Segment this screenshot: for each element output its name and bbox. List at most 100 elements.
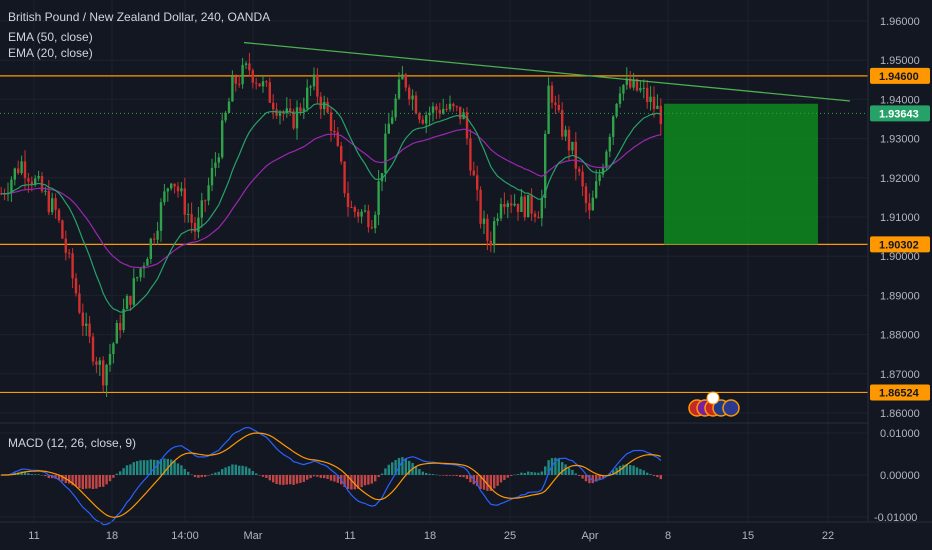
macd-histogram-bar <box>489 475 492 491</box>
candle-body <box>550 85 554 103</box>
candle-body <box>612 116 615 137</box>
macd-histogram-bar <box>285 475 288 485</box>
candle-body <box>496 218 499 222</box>
macd-histogram-bar <box>261 475 265 477</box>
candle-body <box>401 74 404 80</box>
price-axis[interactable]: 1.96000 1.95000 1.94000 1.93000 1.92000 1.910… <box>867 0 932 550</box>
candle-body <box>166 188 169 192</box>
candle-body <box>564 129 567 137</box>
macd-histogram-bar <box>431 474 435 475</box>
candle-body <box>425 115 428 124</box>
ema50-legend[interactable]: EMA (50, close) <box>8 30 93 44</box>
time-axis[interactable]: 11 18 14:00 Mar 11 18 25 Apr 8 15 22 <box>0 521 932 542</box>
macd-histogram-bar <box>47 475 50 479</box>
macd-histogram-bar <box>377 475 380 478</box>
macd-histogram-bar <box>244 466 248 475</box>
candle-body <box>476 175 479 190</box>
candle-body <box>176 186 180 192</box>
candle-body <box>27 178 30 182</box>
candle-body <box>513 203 516 206</box>
macd-histogram-bar <box>401 457 404 475</box>
macd-histogram-bar <box>139 460 142 475</box>
price-tick-label: 1.94000 <box>880 94 920 106</box>
ema20-legend[interactable]: EMA (20, close) <box>8 46 93 60</box>
macd-histogram-bar <box>34 474 37 475</box>
macd-histogram-bar <box>642 470 645 475</box>
macd-histogram-bar <box>214 472 217 475</box>
grid-lines <box>0 0 932 522</box>
macd-histogram-bar <box>312 475 316 477</box>
macd-histogram-bar <box>61 475 64 482</box>
candle-body <box>411 95 414 100</box>
macd-histogram-bar <box>343 475 346 488</box>
candle-body <box>146 258 149 266</box>
time-tick-label: 25 <box>504 530 516 542</box>
macd-histogram-bar <box>635 467 639 475</box>
macd-histogram-bar <box>445 475 448 476</box>
candle-body <box>530 194 533 214</box>
macd-histogram-bar <box>149 459 152 475</box>
macd-histogram-bar <box>197 475 200 478</box>
macd-histogram-bar <box>23 472 27 475</box>
candle-body <box>231 76 234 102</box>
price-tick-label: 1.93000 <box>880 134 920 146</box>
candle-body <box>265 81 268 83</box>
candle-body <box>163 191 166 203</box>
candle-body <box>193 222 197 232</box>
candle-body <box>129 295 132 305</box>
current-price-badge-bg <box>870 105 930 122</box>
level-badge: 1.90302 <box>879 239 919 251</box>
macd-histogram-bar <box>506 475 509 478</box>
candle-body <box>578 168 581 172</box>
candle-body <box>309 86 312 88</box>
macd-histogram-bar <box>326 475 329 479</box>
candle-body <box>57 209 61 221</box>
candle-body <box>445 108 448 110</box>
macd-histogram-bar <box>646 472 649 475</box>
macd-histogram-bar <box>57 475 61 480</box>
macd-histogram-bar <box>363 475 367 486</box>
candle-body <box>547 85 550 134</box>
macd-histogram-bar <box>204 475 207 477</box>
macd-histogram-bar <box>510 475 513 477</box>
macd-histogram-bar <box>496 475 499 486</box>
macd-histogram-bar <box>384 468 387 475</box>
candle-body <box>173 183 176 187</box>
macd-histogram-bar <box>462 475 465 478</box>
candle-body <box>506 203 509 208</box>
macd-histogram-bar <box>513 474 516 476</box>
event-icons[interactable] <box>688 391 740 417</box>
candle-body <box>421 119 424 124</box>
candle-body <box>438 109 441 114</box>
candlesticks <box>0 52 662 398</box>
macd-histogram-bar <box>227 466 231 475</box>
macd-histogram-bar <box>115 473 118 475</box>
macd-histogram-bar <box>163 458 166 475</box>
candle-body <box>282 112 285 114</box>
macd-legend[interactable]: MACD (12, 26, close, 9) <box>8 436 137 450</box>
macd-histogram-bar <box>275 475 278 485</box>
time-tick-label: 18 <box>106 530 118 542</box>
trendline[interactable] <box>243 41 851 102</box>
candle-body <box>489 240 492 246</box>
macd-histogram-bar <box>357 475 360 489</box>
candle-body <box>595 181 598 198</box>
macd-histogram-bar <box>54 475 57 479</box>
candle-body <box>510 203 513 206</box>
candle-body <box>428 112 431 116</box>
candle-body <box>319 96 322 110</box>
price-tick-label: 1.96000 <box>880 16 920 28</box>
target-zone[interactable] <box>664 103 818 245</box>
macd-histogram-bar <box>530 471 533 475</box>
candle-body <box>442 108 445 114</box>
candle-body <box>533 213 537 217</box>
macd-histogram-bar <box>292 475 295 485</box>
current-price-badge: 1.93643 <box>879 108 919 120</box>
time-tick-label: 11 <box>28 530 39 542</box>
macd-histogram-bar <box>632 465 635 475</box>
level-badge: 1.94600 <box>879 71 919 83</box>
candle-body <box>391 117 394 124</box>
candle-body <box>238 83 241 85</box>
candle-body <box>88 323 91 337</box>
